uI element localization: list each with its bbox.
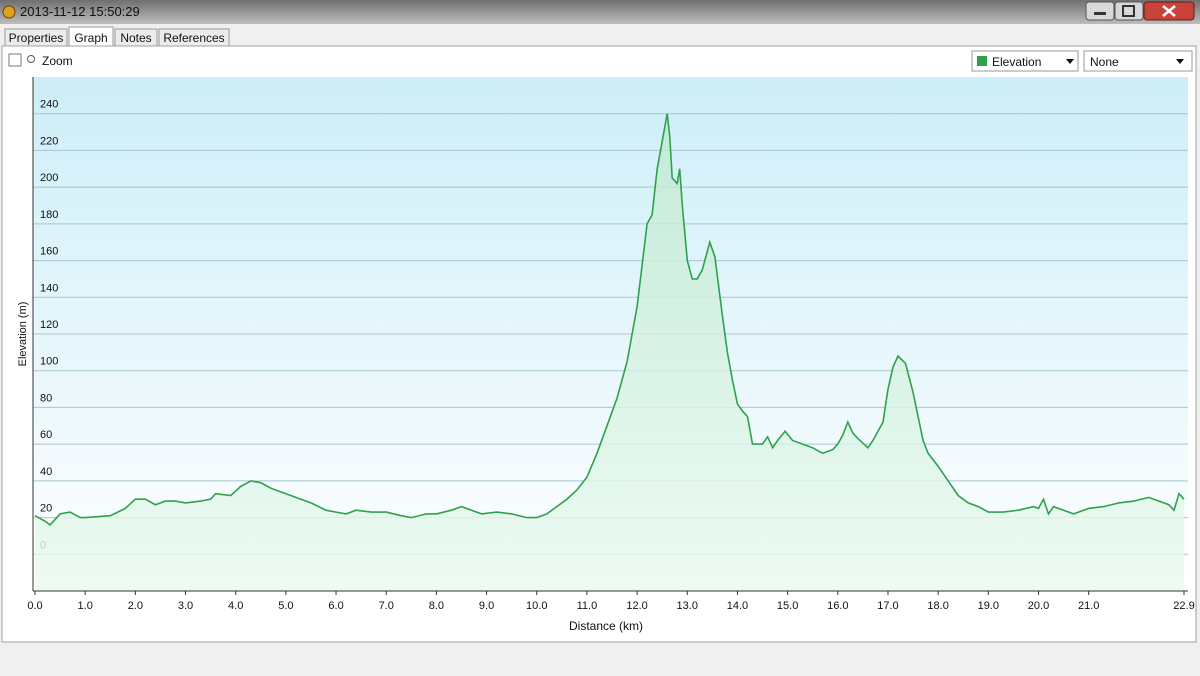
y-tick-label: 200: [40, 172, 58, 184]
x-tick-label: 17.0: [877, 600, 898, 612]
close-icon: [1162, 5, 1176, 17]
tab-bar: Properties Graph Notes References: [4, 26, 230, 47]
window-title: 2013-11-12 15:50:29: [20, 4, 140, 19]
x-tick-label: 19.0: [978, 600, 999, 612]
x-tick-label: 5.0: [278, 600, 293, 612]
restore-button[interactable]: [1114, 1, 1144, 21]
tab-label: Notes: [120, 31, 151, 45]
zoom-checkbox[interactable]: [8, 53, 22, 67]
tab-label: References: [163, 31, 224, 45]
x-tick-label: 2.0: [128, 600, 143, 612]
x-tick-label: 22.9: [1173, 600, 1194, 612]
dropdown-arrow: [1176, 59, 1184, 64]
dropdown-arrow: [1066, 59, 1074, 64]
x-tick-label: 9.0: [479, 600, 494, 612]
second-select-text: None: [1090, 55, 1119, 69]
y-tick-label: 160: [40, 246, 58, 258]
y-tick-label: 40: [40, 466, 52, 478]
title-bar: [0, 0, 1200, 24]
x-tick-label: 8.0: [429, 600, 444, 612]
x-tick-label: 21.0: [1078, 600, 1099, 612]
y-tick-label: 240: [40, 99, 58, 111]
tab-label: Properties: [9, 31, 64, 45]
y-axis-label: Elevation (m): [17, 302, 29, 367]
y-tick-label: 80: [40, 392, 52, 404]
x-tick-label: 1.0: [78, 600, 93, 612]
y-tick-label: 140: [40, 282, 58, 294]
y-tick-label: 120: [40, 319, 58, 331]
x-tick-label: 20.0: [1028, 600, 1049, 612]
series-select[interactable]: [971, 50, 1079, 72]
x-tick-label: 10.0: [526, 600, 547, 612]
elevation-line: [34, 113, 1185, 526]
plot: 0204060801001201401601802002202400.01.02…: [27, 77, 1195, 612]
x-tick-label: 0.0: [27, 600, 42, 612]
y-tick-label: 180: [40, 209, 58, 221]
zoom-icon: [27, 55, 35, 63]
x-tick-label: 13.0: [677, 600, 698, 612]
minimize-button[interactable]: [1085, 1, 1115, 21]
x-tick-label: 4.0: [228, 600, 243, 612]
x-axis-label: Distance (km): [569, 619, 643, 633]
area-fill: [35, 113, 1184, 591]
legend-swatch: [977, 56, 987, 66]
zoom-label: Zoom: [42, 54, 73, 68]
second-select[interactable]: [1083, 50, 1193, 72]
y-tick-label: 60: [40, 429, 52, 441]
y-tick-label: 20: [40, 503, 52, 515]
x-tick-label: 12.0: [626, 600, 647, 612]
x-tick-label: 15.0: [777, 600, 798, 612]
x-tick-label: 16.0: [827, 600, 848, 612]
legend-entry: Elevation: [992, 55, 1041, 69]
y-tick-label: 220: [40, 135, 58, 147]
restore-icon: [1122, 5, 1135, 17]
x-tick-label: 6.0: [328, 600, 343, 612]
tab-label: Graph: [74, 31, 107, 45]
x-tick-label: 7.0: [379, 600, 394, 612]
x-tick-label: 18.0: [927, 600, 948, 612]
x-tick-label: 11.0: [577, 600, 598, 612]
minimize-icon: [1094, 12, 1106, 15]
x-tick-label: 3.0: [178, 600, 193, 612]
y-tick-label: 100: [40, 356, 58, 368]
x-tick-label: 14.0: [727, 600, 748, 612]
app-icon: [2, 5, 16, 19]
